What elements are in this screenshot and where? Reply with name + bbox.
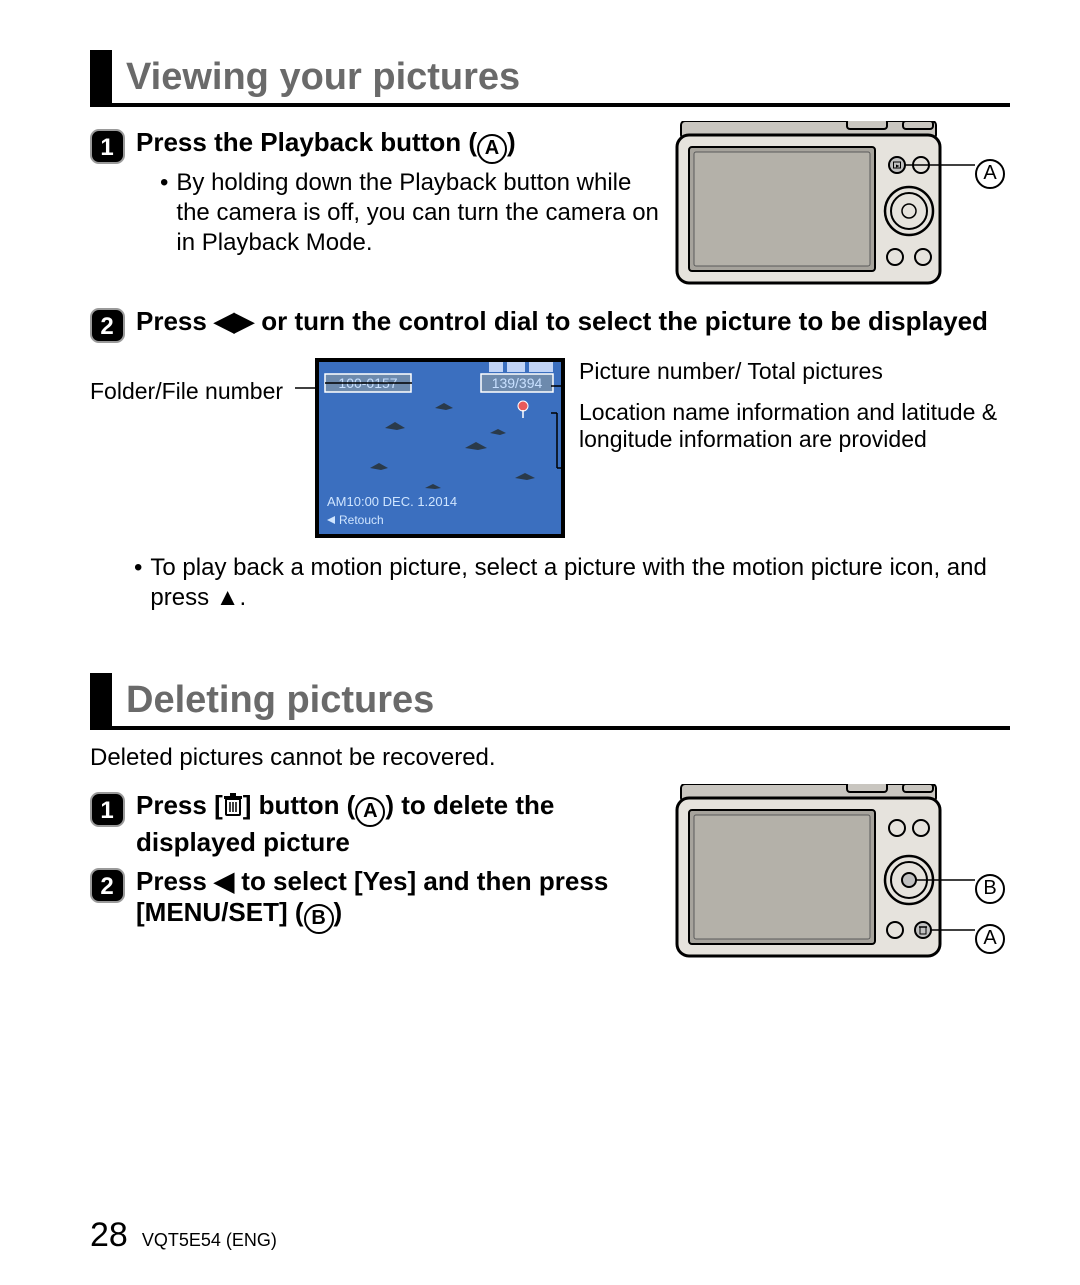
- heading-text-viewing: Viewing your pictures: [126, 50, 520, 103]
- step-badge-2b: 2: [90, 868, 126, 904]
- delete-button-icon: [915, 922, 931, 938]
- playback-screen-figure: Folder/File number 100-0157: [90, 358, 1010, 543]
- step-badge-2: 2: [90, 308, 126, 344]
- camera-diagram-2: B A: [675, 784, 1010, 979]
- ref-a-icon: A: [477, 134, 507, 164]
- section-heading-viewing: Viewing your pictures: [90, 50, 1010, 107]
- step-badge-1b: 1: [90, 792, 126, 828]
- camera2-label-b: B: [975, 866, 1005, 904]
- del-step2-title: Press ◀ to select [Yes] and then press […: [136, 866, 665, 934]
- svg-text:2: 2: [100, 313, 113, 340]
- svg-text:1: 1: [100, 134, 113, 161]
- page-footer: 28 VQT5E54 (ENG): [90, 1216, 277, 1255]
- heading-bar-2: [90, 673, 112, 726]
- section-heading-deleting: Deleting pictures: [90, 673, 1010, 730]
- step-1-viewing: 1 Press the Playback button (A) • By hol…: [90, 127, 665, 258]
- heading-bar: [90, 50, 112, 103]
- doc-code: VQT5E54 (ENG): [142, 1230, 277, 1251]
- step-2-viewing: 2 Press ◀▶ or turn the control dial to s…: [90, 306, 1010, 344]
- camera-svg-1: [675, 121, 1010, 291]
- menu-set-button-icon: [902, 873, 916, 887]
- motion-picture-bullet: • To play back a motion picture, select …: [134, 553, 1010, 613]
- camera2-label-a: A: [975, 916, 1005, 954]
- picture-number-label: Picture number/ Total pictures: [579, 358, 1010, 385]
- svg-text:Retouch: Retouch: [339, 513, 384, 527]
- camera-svg-2: [675, 784, 1010, 974]
- ref-b-icon: B: [304, 904, 334, 934]
- page-number: 28: [90, 1216, 128, 1255]
- svg-text:2: 2: [100, 873, 113, 900]
- trash-icon: [223, 793, 243, 817]
- svg-text:AM10:00 DEC. 1.2014: AM10:00 DEC. 1.2014: [327, 494, 457, 509]
- lcd-preview: 100-0157 139/394 AM10:00 DEC. 1.2014 Ret…: [315, 358, 565, 538]
- step-badge-1: 1: [90, 129, 126, 165]
- ref-a-icon-2: A: [355, 797, 385, 827]
- step-2-deleting: 2 Press ◀ to select [Yes] and then press…: [90, 866, 665, 934]
- step2-title: Press ◀▶ or turn the control dial to sel…: [136, 306, 1010, 337]
- location-info-label: Location name information and latitude &…: [579, 399, 1010, 453]
- delete-warning: Deleted pictures cannot be recovered.: [90, 744, 1010, 772]
- svg-text:139/394: 139/394: [492, 375, 543, 391]
- svg-text:1: 1: [100, 797, 113, 824]
- step1-bullet: • By holding down the Playback button wh…: [160, 168, 665, 258]
- step-1-deleting: 1 Press [] button (A) to delete the disp…: [90, 790, 665, 858]
- heading-text-deleting: Deleting pictures: [126, 673, 434, 726]
- camera1-label-a: A: [975, 151, 1005, 189]
- camera-diagram-1: A: [675, 121, 1010, 296]
- del-step1-title: Press [] button (A) to delete the displa…: [136, 790, 665, 858]
- step1-title: Press the Playback button (A): [136, 127, 665, 164]
